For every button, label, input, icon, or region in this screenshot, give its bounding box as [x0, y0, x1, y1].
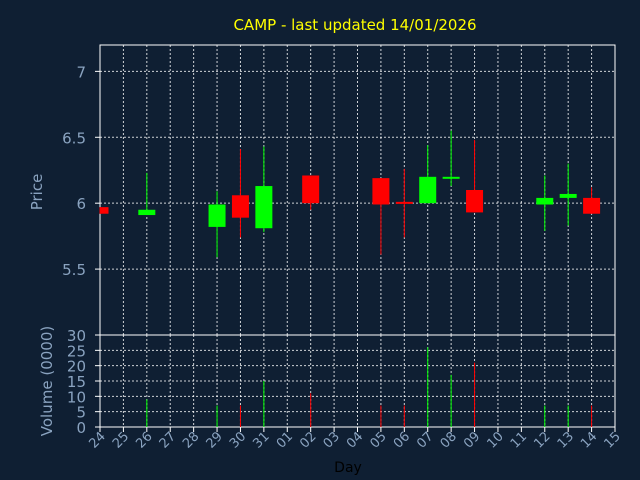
candle-body [138, 209, 156, 216]
candle-body [583, 197, 601, 214]
price-tick-label: 6.5 [62, 129, 86, 147]
x-ticks: 24 25 26 27 28 29 30 31 01 02 03 04 05 06 07 08 09 10 11 12… [87, 427, 624, 452]
volume-tick-label: 10 [67, 388, 86, 406]
price-panel: 5.5 6 6.5 7 Price [28, 44, 616, 336]
candle-body [536, 197, 554, 205]
price-tick-label: 6 [76, 195, 86, 213]
chart-title: CAMP - last updated 14/01/2026 [233, 16, 476, 34]
candle-body [419, 176, 437, 204]
candle-body [100, 207, 109, 214]
volume-axis-label: Volume (0000) [38, 326, 56, 436]
candle-body [442, 176, 460, 179]
volume-tick-label: 25 [67, 342, 86, 360]
candle-body [302, 175, 320, 204]
price-axis-label: Price [28, 174, 46, 211]
candle-body [559, 193, 577, 198]
candle-body [255, 186, 273, 229]
price-tick-label: 5.5 [62, 261, 86, 279]
volume-tick-label: 30 [67, 327, 86, 345]
volume-tick-label: 0 [76, 419, 86, 437]
candles [99, 130, 601, 258]
volume-bars [146, 347, 593, 427]
candle-body [466, 190, 484, 213]
volume-tick-label: 15 [67, 373, 86, 391]
price-y-ticks: 5.5 6 6.5 7 [62, 63, 100, 279]
volume-tick-label: 20 [67, 358, 86, 376]
candle-body [372, 178, 390, 205]
candle-body [208, 204, 226, 227]
x-axis-label: Day [334, 460, 362, 476]
volume-tick-label: 5 [76, 404, 86, 422]
candle-body [231, 195, 249, 218]
candle-body [395, 201, 413, 204]
price-tick-label: 7 [76, 63, 86, 81]
